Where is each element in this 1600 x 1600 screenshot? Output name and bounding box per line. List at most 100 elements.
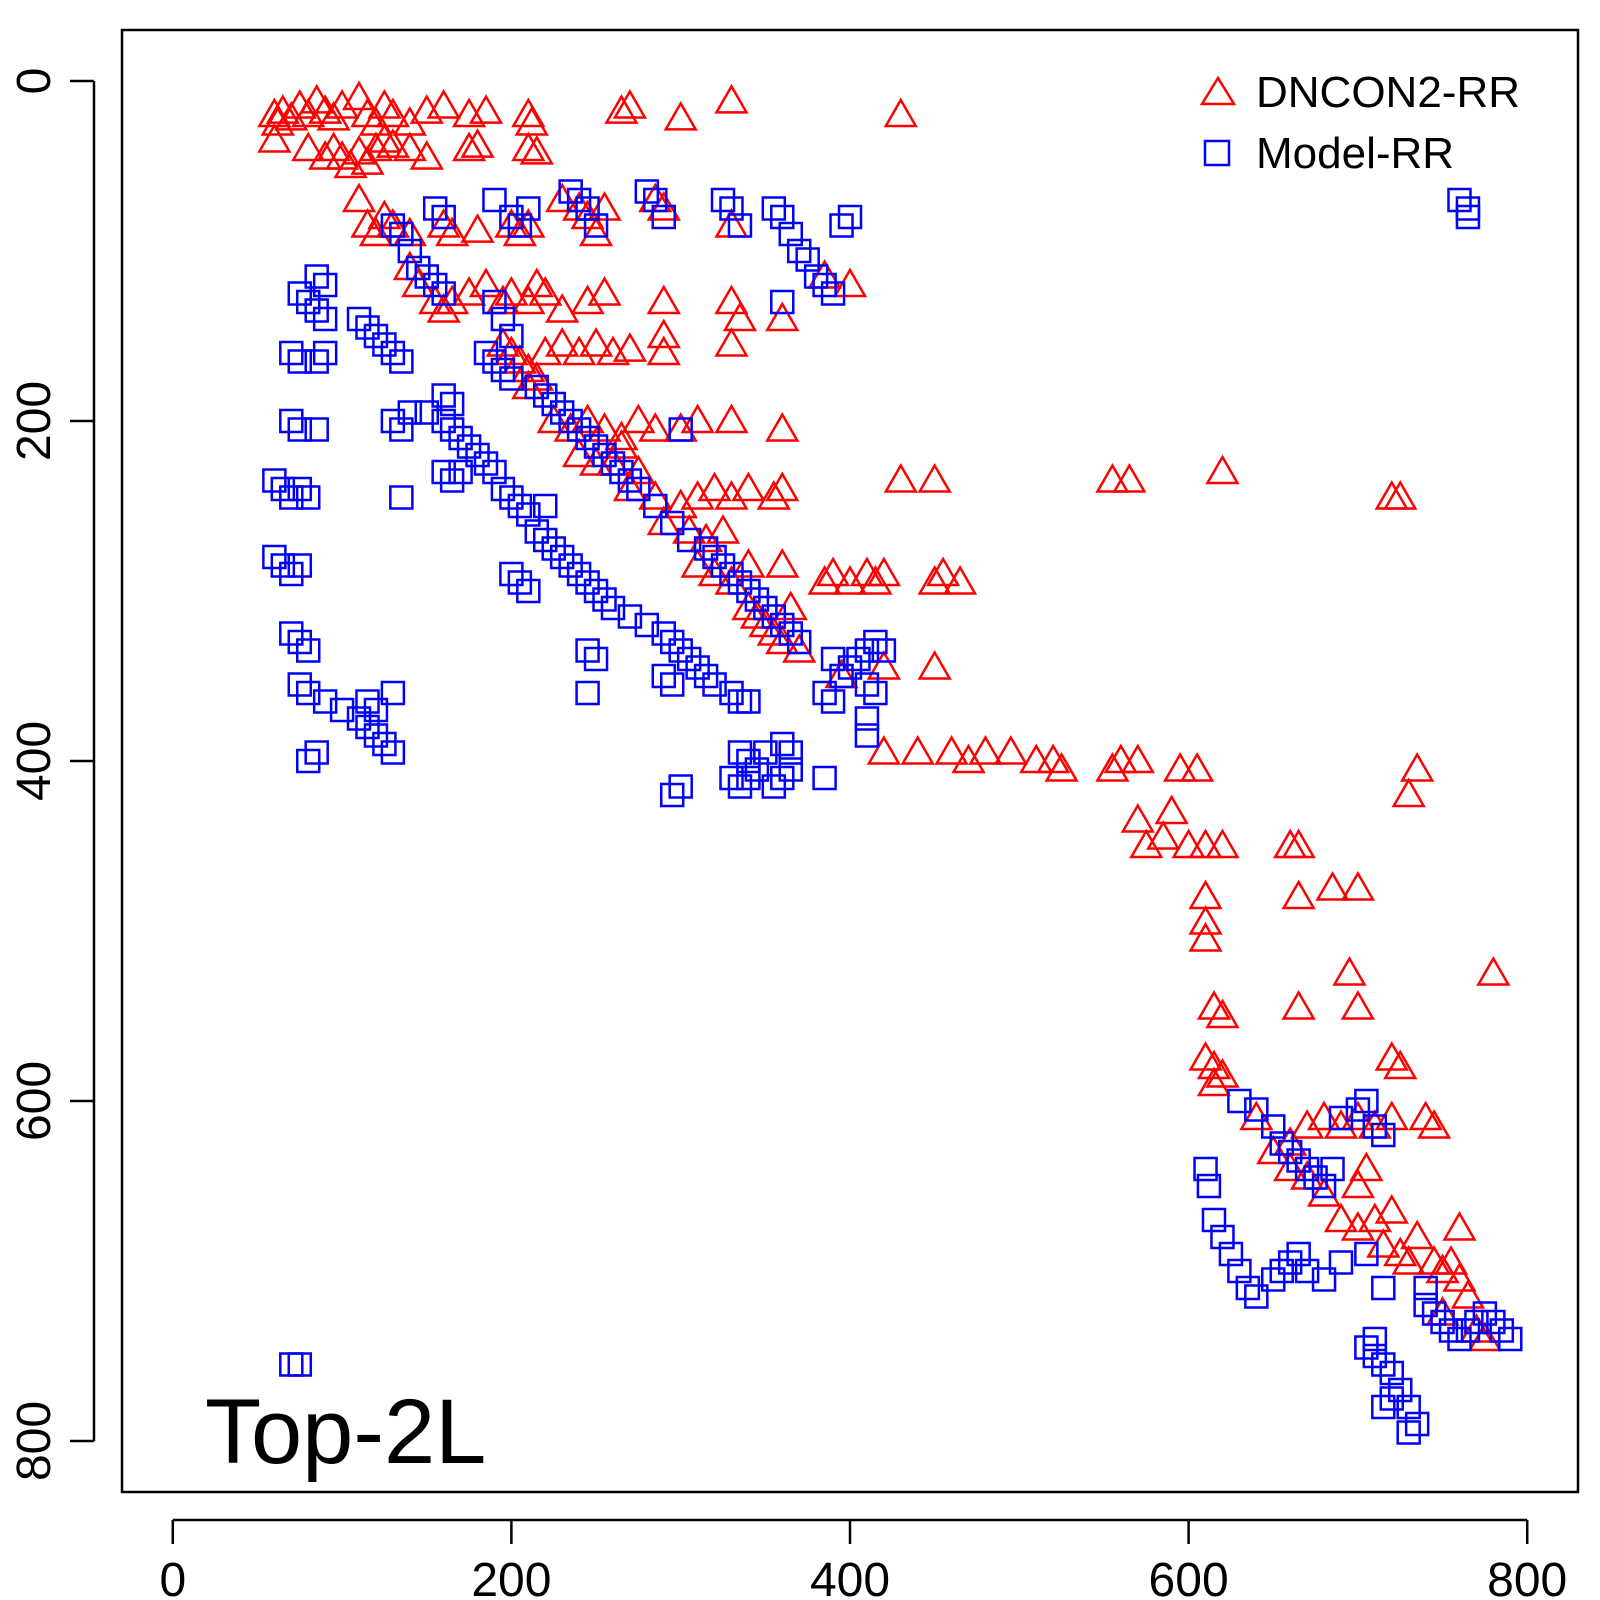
model-rr-point [287, 629, 313, 655]
dncon2-rr-point [951, 743, 986, 774]
dncon2-rr-point [451, 275, 487, 306]
model-rr-point [295, 485, 321, 510]
model-rr-point [482, 187, 507, 213]
model-rr-point [431, 383, 456, 408]
model-rr-point [1244, 1284, 1269, 1309]
dncon2-rr-point [1146, 819, 1181, 850]
model-rr-point [600, 595, 626, 621]
model-rr-point [820, 281, 846, 306]
model-rr-point [1464, 1309, 1489, 1335]
model-rr-point [1303, 1165, 1328, 1190]
dncon2-rr-point [1103, 743, 1139, 774]
dncon2-rr-point [1281, 989, 1316, 1020]
dncon2-rr-point [1383, 479, 1418, 510]
model-rr-point [609, 459, 634, 485]
dncon2-rr-point [1433, 1244, 1469, 1275]
dncon2-rr-point [451, 131, 487, 162]
model-rr-point [643, 493, 668, 519]
dncon2-rr-point [1120, 743, 1155, 774]
dncon2-rr-point [1306, 1100, 1342, 1131]
model-rr-point [1193, 1156, 1218, 1182]
model-rr-point [355, 689, 380, 714]
model-rr-point [1201, 1207, 1227, 1233]
model-rr-point [312, 272, 338, 298]
model-rr-point [473, 451, 499, 476]
model-rr-point [431, 408, 456, 434]
dncon2-rr-point [1383, 1236, 1418, 1267]
dncon2-rr-point [782, 632, 817, 663]
dncon2-rr-point [1416, 1244, 1452, 1275]
model-rr-series [262, 179, 1523, 1445]
model-rr-point [389, 221, 414, 247]
model-rr-point [262, 544, 287, 570]
dncon2-rr-point [426, 292, 461, 323]
model-rr-point [719, 765, 744, 791]
dncon2-rr-point [570, 284, 605, 315]
dncon2-rr-point [528, 275, 563, 306]
dncon2-rr-point [731, 590, 766, 621]
dncon2-rr-point [1289, 1108, 1325, 1139]
model-rr-point [786, 629, 812, 655]
model-rr-point [727, 213, 753, 238]
model-rr-point [533, 493, 558, 519]
model-rr-point [541, 391, 566, 417]
dncon2-rr-point [1188, 904, 1223, 935]
dncon2-rr-point [316, 131, 351, 162]
model-rr-point [1371, 1122, 1396, 1148]
model-rr-point [389, 485, 414, 510]
dncon2-rr-point [765, 547, 800, 578]
model-rr-point [812, 680, 837, 706]
dncon2-rr-point [1357, 1202, 1393, 1233]
model-rr-point [439, 391, 465, 417]
model-rr-point [1244, 1097, 1269, 1122]
dncon2-rr-point [765, 624, 800, 655]
model-rr-point [1286, 1241, 1311, 1267]
model-rr-point [1413, 1292, 1438, 1318]
model-rr-point [1396, 1420, 1421, 1445]
dncon2-rr-point [705, 513, 741, 544]
model-rr-point [355, 714, 380, 740]
model-rr-point [719, 680, 744, 706]
model-rr-point [1261, 1114, 1286, 1139]
model-rr-point [389, 417, 414, 442]
dncon2-rr-point [587, 190, 622, 221]
model-rr-point [1362, 1114, 1388, 1139]
x-tick-label: 200 [471, 1554, 551, 1600]
model-rr-point [1294, 1258, 1320, 1284]
model-rr-point [1413, 1275, 1438, 1301]
dncon2-rr-point [1332, 955, 1367, 986]
dncon2-rr-point [375, 128, 411, 158]
dncon2-rr-point [434, 284, 470, 315]
legend-label-model-rr: Model-RR [1256, 129, 1454, 178]
dncon2-rr-point [367, 122, 402, 153]
dncon2-rr-point [934, 734, 969, 765]
model-rr-point [854, 723, 880, 748]
y-tick-label: 200 [8, 381, 61, 461]
model-rr-point [295, 748, 321, 774]
dncon2-rr-point [917, 462, 952, 493]
model-rr-point [499, 485, 524, 510]
model-rr-point [727, 774, 753, 799]
dncon2-rr-point [1205, 454, 1240, 485]
model-rr-point [304, 349, 329, 374]
dncon2-rr-point [257, 122, 292, 153]
model-rr-point [1277, 1250, 1303, 1275]
model-rr-point [499, 366, 524, 391]
dncon2-rr-point [1391, 777, 1426, 808]
dncon2-rr-point [1256, 1134, 1291, 1165]
model-rr-point [541, 536, 566, 561]
model-rr-point [761, 604, 787, 629]
model-rr-point [744, 757, 770, 782]
dncon2-rr-point [1399, 751, 1435, 782]
model-rr-point [1379, 1386, 1405, 1411]
dncon2-rr-point [392, 131, 427, 162]
model-rr-point [524, 519, 550, 544]
model-rr-point [1277, 1139, 1303, 1165]
dncon2-rr-point [1281, 879, 1316, 910]
model-rr-point [549, 400, 575, 425]
dncon2-rr-point [697, 556, 732, 587]
model-rr-point [575, 196, 600, 221]
model-rr-point [1387, 1377, 1413, 1403]
dncon2-rr-point [612, 88, 648, 119]
